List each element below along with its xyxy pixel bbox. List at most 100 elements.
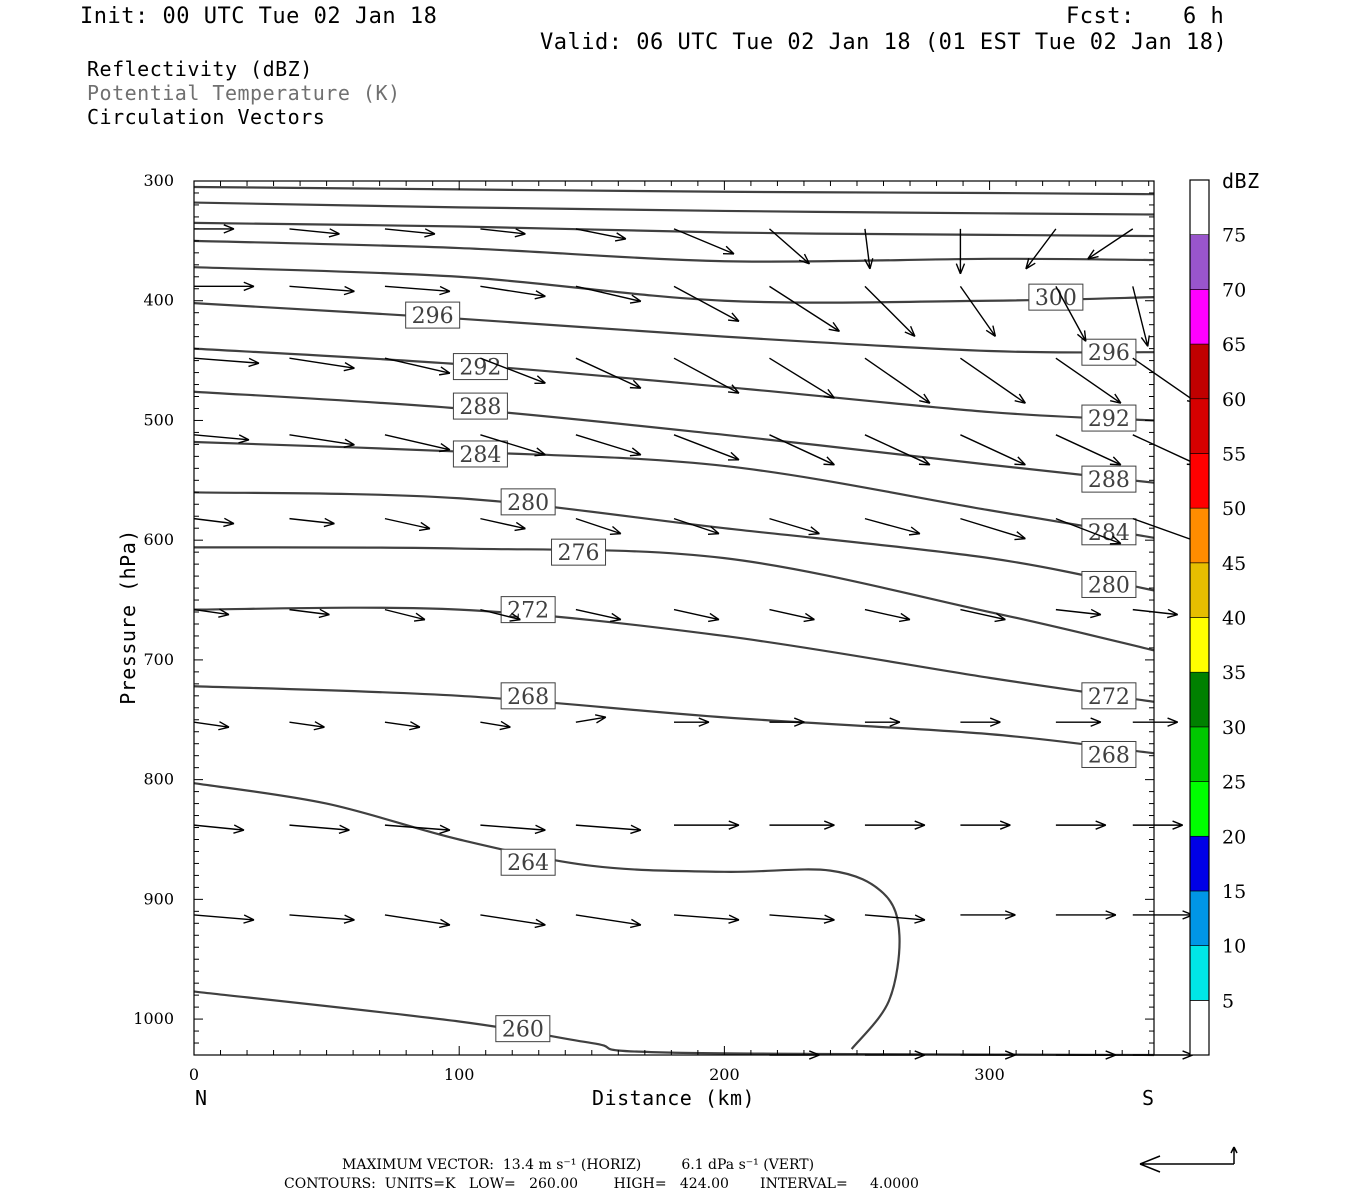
circulation-vector	[864, 517, 921, 536]
isentrope-label: 292	[459, 356, 501, 381]
circulation-vector	[193, 608, 230, 618]
circulation-vector	[864, 717, 901, 727]
isentrope-label: 288	[459, 395, 501, 420]
colorbar-segment	[1189, 835, 1210, 892]
isentrope-line	[193, 546, 1155, 652]
circulation-vector	[769, 228, 811, 265]
colorbar: 5 10 15 20 25 30 35 40 45 50 55 60 65 70 75	[1189, 179, 1246, 1056]
circulation-vector	[575, 914, 642, 929]
circulation-vector	[480, 228, 526, 238]
colorbar-segment	[1189, 398, 1210, 454]
isentrope-contours: 3002962962922922882882842842802802762722…	[193, 185, 1155, 1057]
colorbar-label: 50	[1222, 498, 1246, 520]
colorbar-label: 35	[1222, 662, 1246, 684]
isentrope-label: 284	[459, 443, 501, 468]
circulation-vector	[193, 517, 235, 528]
circulation-vector	[384, 608, 426, 622]
isentrope-label: 280	[1088, 573, 1130, 598]
y-tick-label: 1000	[133, 1009, 174, 1028]
colorbar-segment	[1189, 234, 1210, 290]
x-tick-label: 100	[444, 1065, 475, 1084]
field-potential-temperature: Potential Temperature (K)	[87, 81, 401, 105]
circulation-vector	[960, 608, 1006, 623]
circulation-vector	[384, 914, 451, 929]
x-tick-label: 0	[189, 1065, 199, 1084]
isentrope-line	[193, 491, 1155, 592]
isentrope-label: 280	[507, 491, 549, 516]
colorbar-segment	[1189, 562, 1210, 618]
circulation-vector	[769, 914, 835, 924]
colorbar-label: 30	[1222, 717, 1246, 739]
circulation-vector	[769, 608, 815, 623]
circulation-vector	[1055, 820, 1107, 830]
forecast-hour: 6 h	[1183, 4, 1225, 29]
isentrope-label: 268	[1088, 743, 1130, 768]
isentrope-label-box	[452, 440, 508, 468]
y-tick-label: 300	[143, 171, 174, 190]
isentrope-label-box	[1081, 682, 1137, 710]
circulation-vector	[864, 357, 931, 404]
colorbar-label: 45	[1222, 553, 1246, 575]
circulation-vector	[480, 357, 546, 385]
x-tick-label: 200	[709, 1065, 740, 1084]
circulation-vector	[480, 720, 511, 731]
circulation-vector	[864, 434, 931, 466]
isentrope-line	[193, 606, 1155, 703]
circulation-vector	[960, 517, 1026, 541]
field-circulation-vectors: Circulation Vectors	[87, 105, 326, 129]
colorbar-label: 40	[1222, 608, 1246, 630]
circulation-vector	[575, 824, 642, 835]
circulation-vector	[769, 285, 841, 333]
colorbar-segment	[1189, 671, 1210, 728]
circulation-vector	[289, 608, 330, 619]
circulation-vector	[864, 608, 911, 623]
circulation-vector	[480, 285, 546, 300]
circulation-vector	[1132, 820, 1184, 830]
circulation-vector	[384, 228, 436, 238]
x-tick-label: 300	[974, 1065, 1005, 1084]
init-time: Init: 00 UTC Tue 02 Jan 18	[80, 4, 438, 29]
circulation-vector	[955, 228, 966, 275]
isentrope-label-box	[1081, 740, 1137, 768]
isentrope-line	[193, 266, 1155, 304]
colorbar-segment	[1189, 890, 1210, 946]
plot-border	[193, 180, 1155, 1056]
max-vector-note: MAXIMUM VECTOR: 13.4 m s⁻¹ (HORIZ) 6.1 d…	[342, 1157, 815, 1173]
isentrope-line	[193, 221, 1155, 238]
circulation-vector	[960, 910, 1016, 920]
circulation-vector	[193, 914, 255, 924]
circulation-vector	[193, 824, 245, 834]
colorbar-segment	[1189, 453, 1210, 509]
circulation-vector	[480, 914, 546, 929]
circulation-vector	[1055, 517, 1122, 545]
colorbar-segment	[1189, 507, 1210, 564]
circulation-vector	[1132, 434, 1199, 466]
isentrope-line	[193, 440, 1155, 539]
circulation-vector	[673, 228, 735, 255]
x-axis-label: Distance (km)	[592, 1086, 756, 1110]
circulation-vector	[384, 434, 451, 453]
circulation-vector	[575, 608, 622, 623]
colorbar-segment	[1189, 945, 1210, 1001]
isentrope-label-box	[1081, 338, 1137, 366]
circulation-vector	[769, 357, 836, 399]
colorbar-label: 10	[1222, 936, 1246, 958]
circulation-vector	[1132, 286, 1150, 347]
colorbar-label: 15	[1222, 881, 1246, 903]
isentrope-label: 300	[1035, 286, 1077, 311]
circulation-vector	[289, 914, 355, 924]
circulation-vector	[1055, 608, 1102, 619]
isentrope-label: 268	[507, 685, 549, 710]
isentrope-label-box	[452, 392, 508, 420]
isentrope-label-box	[500, 848, 556, 876]
colorbar-segment	[1189, 179, 1210, 235]
circulation-vector	[673, 517, 720, 535]
isentrope-line	[193, 347, 1155, 422]
colorbar-unit: dBZ	[1222, 169, 1260, 193]
isentrope-label-box	[495, 1015, 551, 1043]
colorbar-label: 70	[1222, 279, 1246, 301]
isentrope-label: 296	[1088, 341, 1130, 366]
circulation-vector	[673, 357, 740, 394]
circulation-vector	[1025, 228, 1057, 270]
circulation-vector	[673, 608, 720, 623]
